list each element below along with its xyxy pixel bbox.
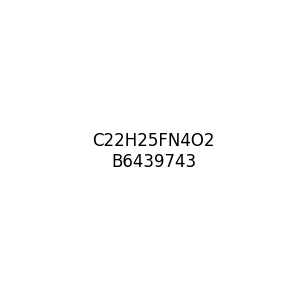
Text: C22H25FN4O2
B6439743: C22H25FN4O2 B6439743 bbox=[92, 132, 215, 171]
